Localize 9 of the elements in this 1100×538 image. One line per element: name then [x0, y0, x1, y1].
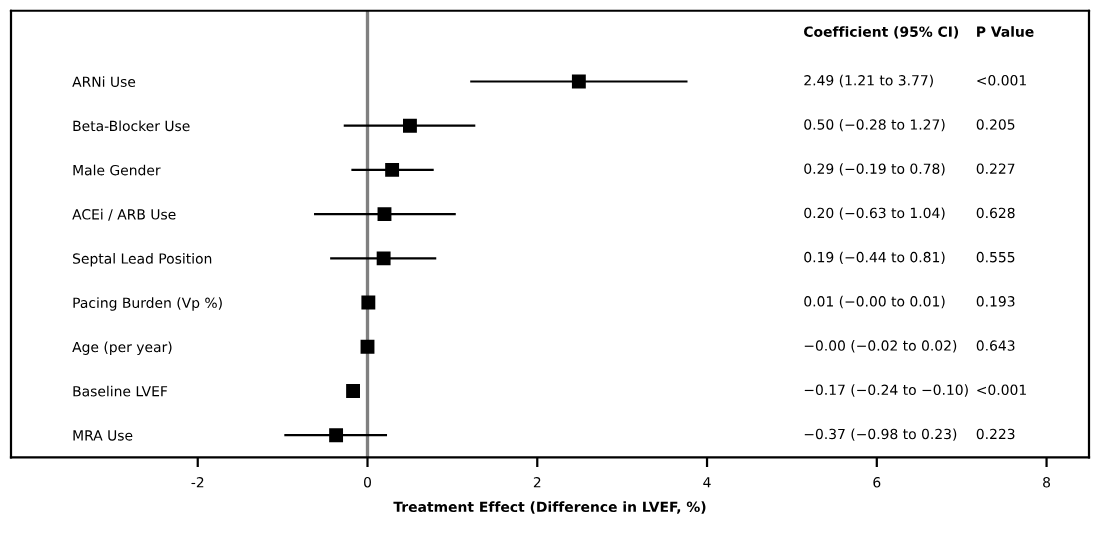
point — [385, 162, 400, 177]
point — [377, 207, 392, 222]
point — [361, 295, 376, 310]
point — [571, 74, 586, 89]
point — [360, 339, 375, 354]
point — [346, 384, 361, 398]
point — [403, 118, 417, 133]
point — [329, 428, 344, 443]
point — [376, 251, 391, 266]
